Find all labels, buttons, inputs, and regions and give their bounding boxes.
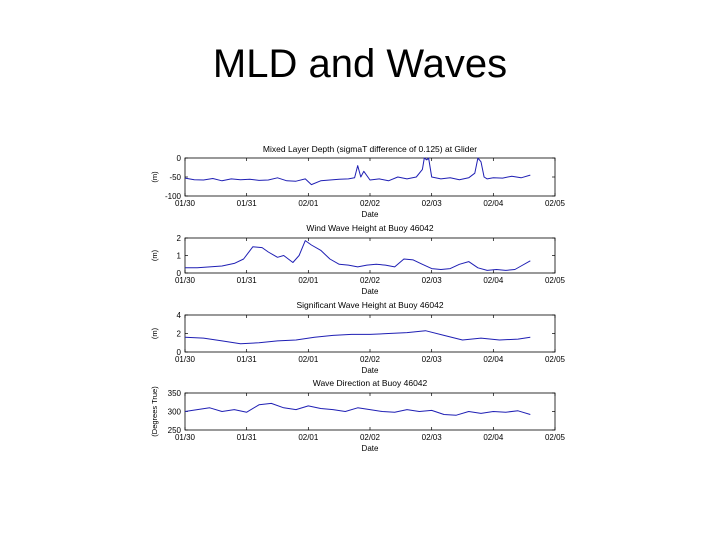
- plot-2-ytick-label: 0: [177, 269, 182, 278]
- plot-4-xtick-label: 02/02: [360, 433, 381, 442]
- plot-1-ytick-label: -100: [165, 192, 182, 201]
- plot-3-xtick-label: 02/01: [298, 355, 319, 364]
- plot-2-xtick-label: 02/02: [360, 276, 381, 285]
- plot-3-ytick-label: 0: [177, 348, 182, 357]
- plot-2-xtick-label: 01/30: [175, 276, 196, 285]
- plot-2-xtick-label: 02/04: [483, 276, 504, 285]
- plot-4-ytick-label: 300: [168, 408, 182, 417]
- plot-4-xlabel: Date: [362, 444, 379, 453]
- plot-4-xtick-label: 02/03: [422, 433, 443, 442]
- plot-3-ytick-label: 2: [177, 330, 182, 339]
- plot-4-xtick-label: 02/04: [483, 433, 504, 442]
- plot-3-xtick-label: 02/04: [483, 355, 504, 364]
- plot-4-ylabel: (Degrees True): [150, 386, 159, 437]
- plot-3-ylabel: (m): [150, 327, 159, 339]
- plot-4-ytick-label: 350: [168, 389, 182, 398]
- plot-4-ytick-label: 250: [168, 426, 182, 435]
- plot-4-title: Wave Direction at Buoy 46042: [313, 378, 428, 388]
- plot-2-ylabel: (m): [150, 249, 159, 261]
- slide-title: MLD and Waves: [212, 42, 508, 86]
- plot-1-title: Mixed Layer Depth (sigmaT difference of …: [263, 144, 477, 154]
- plot-1-xtick-label: 01/31: [237, 199, 258, 208]
- plot-3-xtick-label: 02/03: [422, 355, 443, 364]
- plot-2-title: Wind Wave Height at Buoy 46042: [306, 223, 434, 233]
- plot-3-series-line: [184, 330, 531, 345]
- plot-1-xtick-label: 02/02: [360, 199, 381, 208]
- plot-4-xtick-label: 02/01: [298, 433, 319, 442]
- plot-2-series-line: [185, 240, 531, 271]
- plot-1-ytick-label: -50: [169, 173, 181, 182]
- plot-1-xtick-label: 02/04: [483, 199, 504, 208]
- plot-2-xtick-label: 02/05: [545, 276, 566, 285]
- plot-4-xtick-label: 01/31: [237, 433, 258, 442]
- plot-2-ytick-label: 1: [177, 252, 182, 261]
- plot-3-xlabel: Date: [362, 366, 379, 375]
- plot-3-xtick-label: 02/02: [360, 355, 381, 364]
- plot-1-xtick-label: 01/30: [175, 199, 196, 208]
- plot-4-series-line: [184, 402, 531, 416]
- plot-4-xtick-label: 01/30: [175, 433, 196, 442]
- plot-2-ytick-label: 2: [177, 234, 182, 243]
- plot-2-xtick-label: 02/03: [422, 276, 443, 285]
- plot-3-ytick-label: 4: [177, 311, 182, 320]
- plot-2-axes-box: [184, 237, 556, 274]
- plot-1-ytick-label: 0: [177, 154, 182, 163]
- plot-1-axes-box: [184, 157, 556, 197]
- plot-4-xtick-label: 02/05: [545, 433, 566, 442]
- plot-3-xtick-label: 02/05: [545, 355, 566, 364]
- plot-2-xlabel: Date: [362, 287, 379, 296]
- plot-1-ylabel: (m): [150, 171, 159, 183]
- plot-1-xlabel: Date: [362, 210, 379, 219]
- plot-1-series-line: [184, 157, 531, 186]
- plot-1-xtick-label: 02/03: [422, 199, 443, 208]
- plot-2-xtick-label: 02/01: [298, 276, 319, 285]
- plot-2-xtick-label: 01/31: [237, 276, 258, 285]
- plot-1-xtick-label: 02/05: [545, 199, 566, 208]
- plot-1-xtick-label: 02/01: [298, 199, 319, 208]
- plot-3-axes-box: [184, 314, 556, 353]
- plot-3-title: Significant Wave Height at Buoy 46042: [296, 300, 443, 310]
- plot-3-xtick-label: 01/30: [175, 355, 196, 364]
- plot-3-xtick-label: 01/31: [237, 355, 258, 364]
